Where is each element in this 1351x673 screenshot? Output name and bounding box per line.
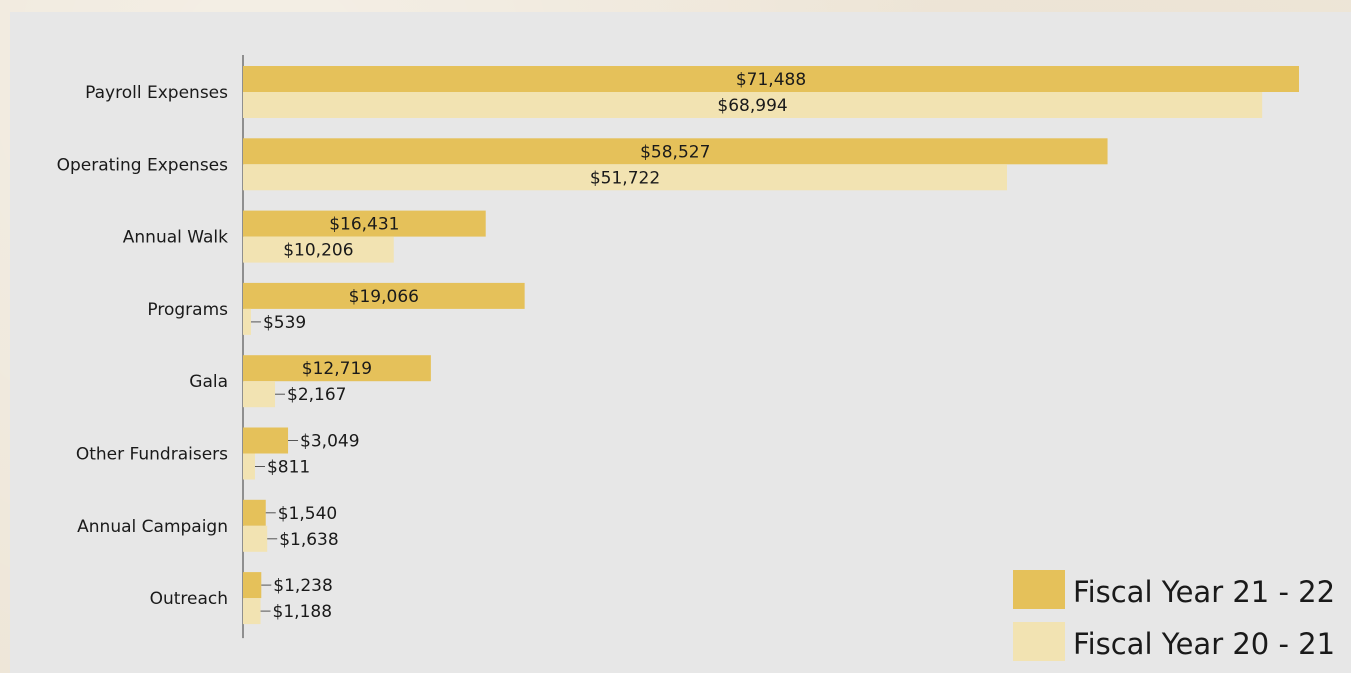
legend: Fiscal Year 21 - 22 Fiscal Year 20 - 21 [1013, 570, 1335, 661]
bar [243, 138, 1108, 165]
data-label: $1,540 [278, 504, 337, 524]
data-label: $539 [263, 313, 306, 333]
bar [243, 598, 261, 625]
data-label: $10,206 [283, 241, 353, 261]
category-label: Other Fundraisers [76, 445, 228, 465]
data-label: $68,994 [717, 96, 787, 116]
bar [243, 453, 255, 480]
data-label: $51,722 [590, 168, 660, 188]
data-label: $811 [267, 458, 310, 478]
bar [243, 572, 262, 599]
bar [243, 164, 1008, 191]
category-label: Operating Expenses [57, 155, 229, 175]
bar [243, 92, 1263, 118]
legend-label: Fiscal Year 21 - 22 [1073, 575, 1335, 609]
bar [243, 210, 486, 237]
legend-swatch [1013, 570, 1065, 609]
bars-layer [242, 55, 1299, 639]
bar [243, 355, 431, 382]
bar [243, 499, 266, 526]
bar [243, 282, 525, 309]
bar [243, 427, 289, 454]
labels-layer: Payroll Expenses $71,488 $68,994 Operating … [57, 70, 807, 622]
data-label: $1,638 [279, 530, 338, 550]
bar [243, 236, 394, 263]
category-label: Gala [189, 372, 228, 392]
category-label: Outreach [150, 589, 228, 609]
category-label: Annual Walk [123, 228, 228, 248]
category-label: Annual Campaign [77, 517, 228, 537]
data-label: $1,238 [273, 576, 332, 596]
chart-panel [10, 12, 1351, 673]
bar [243, 381, 276, 408]
bar [243, 525, 268, 552]
data-label: $19,066 [349, 287, 419, 307]
data-label: $2,167 [287, 385, 346, 405]
category-label: Programs [147, 300, 228, 320]
legend-label: Fiscal Year 20 - 21 [1073, 627, 1335, 661]
data-label: $3,049 [300, 432, 359, 452]
category-label: Payroll Expenses [85, 83, 228, 103]
bar [243, 308, 251, 335]
data-label: $71,488 [736, 70, 806, 90]
legend-swatch [1013, 622, 1065, 661]
data-label: $16,431 [329, 215, 399, 235]
data-label: $12,719 [302, 359, 372, 379]
bar [243, 66, 1299, 92]
data-label: $58,527 [640, 142, 710, 162]
data-label: $1,188 [273, 602, 332, 622]
